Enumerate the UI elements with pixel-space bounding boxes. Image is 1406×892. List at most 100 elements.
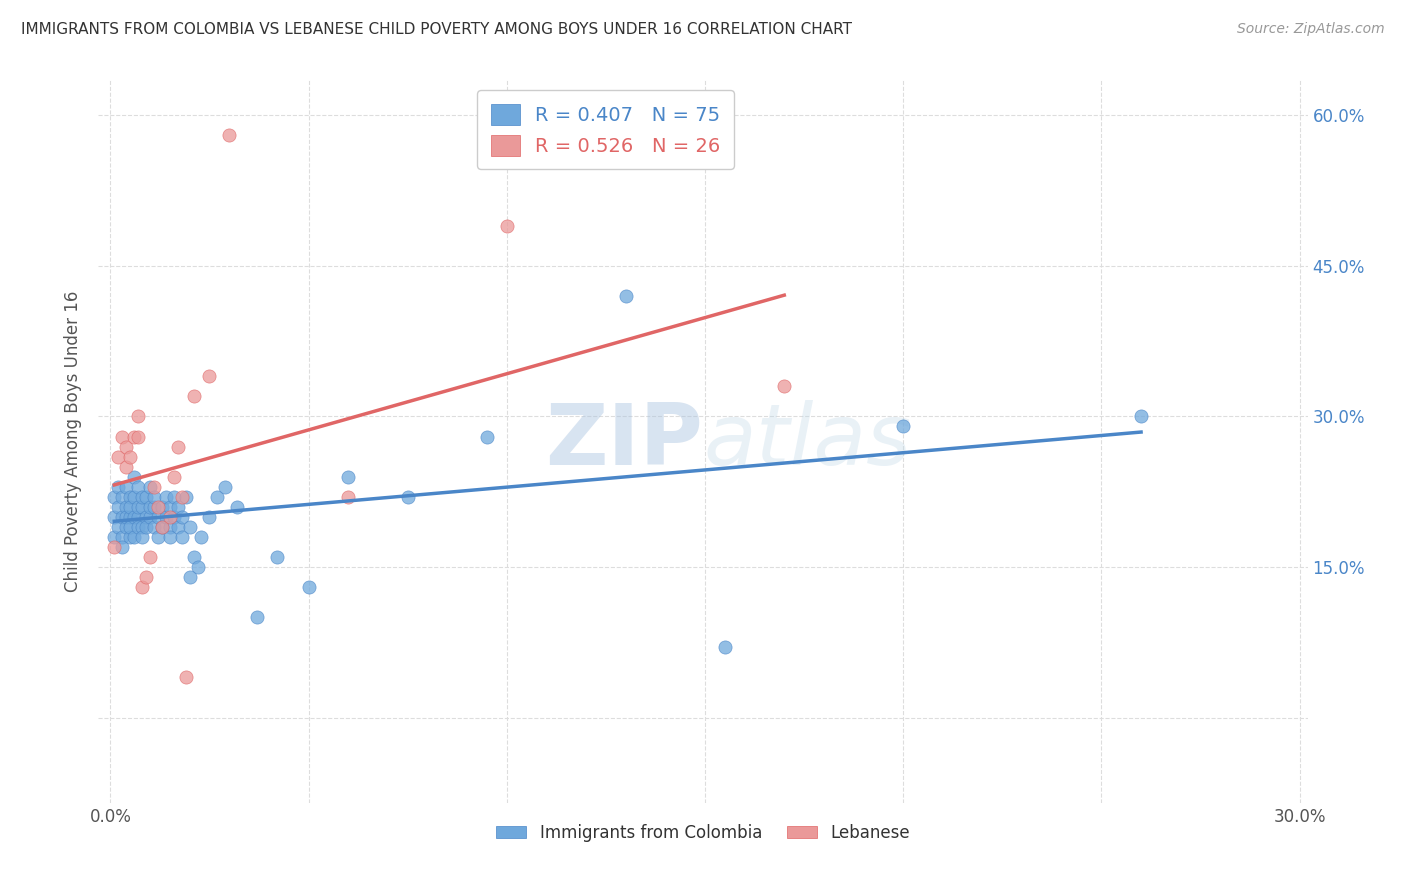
Text: atlas: atlas	[703, 400, 911, 483]
Point	[773, 379, 796, 393]
Point	[155, 490, 177, 504]
Point	[127, 429, 149, 443]
Point	[111, 530, 134, 544]
Point	[115, 440, 138, 454]
Point	[179, 520, 201, 534]
Point	[131, 580, 153, 594]
Point	[142, 490, 165, 504]
Point	[396, 490, 419, 504]
Legend: Immigrants from Colombia, Lebanese: Immigrants from Colombia, Lebanese	[489, 817, 917, 848]
Point	[155, 509, 177, 524]
Point	[159, 530, 181, 544]
Point	[170, 509, 193, 524]
Point	[337, 490, 360, 504]
Point	[107, 450, 129, 464]
Point	[214, 480, 236, 494]
Point	[1130, 409, 1153, 424]
Point	[120, 500, 142, 514]
Point	[166, 440, 188, 454]
Point	[122, 530, 145, 544]
Point	[150, 520, 173, 534]
Point	[135, 570, 157, 584]
Point	[127, 520, 149, 534]
Point	[115, 520, 138, 534]
Point	[111, 490, 134, 504]
Point	[115, 509, 138, 524]
Point	[131, 530, 153, 544]
Point	[127, 500, 149, 514]
Point	[103, 509, 125, 524]
Point	[159, 509, 181, 524]
Point	[891, 419, 914, 434]
Point	[135, 509, 157, 524]
Point	[150, 500, 173, 514]
Point	[111, 429, 134, 443]
Point	[170, 530, 193, 544]
Point	[146, 509, 169, 524]
Text: ZIP: ZIP	[546, 400, 703, 483]
Point	[166, 520, 188, 534]
Point	[139, 509, 162, 524]
Point	[266, 549, 288, 564]
Point	[131, 490, 153, 504]
Point	[127, 409, 149, 424]
Point	[186, 560, 208, 574]
Point	[170, 490, 193, 504]
Point	[120, 520, 142, 534]
Text: IMMIGRANTS FROM COLOMBIA VS LEBANESE CHILD POVERTY AMONG BOYS UNDER 16 CORRELATI: IMMIGRANTS FROM COLOMBIA VS LEBANESE CHI…	[21, 22, 852, 37]
Point	[107, 480, 129, 494]
Point	[120, 530, 142, 544]
Point	[122, 490, 145, 504]
Point	[159, 520, 181, 534]
Point	[142, 480, 165, 494]
Point	[135, 520, 157, 534]
Point	[174, 670, 197, 684]
Point	[142, 500, 165, 514]
Point	[111, 540, 134, 554]
Point	[107, 520, 129, 534]
Point	[614, 289, 637, 303]
Point	[122, 509, 145, 524]
Point	[146, 500, 169, 514]
Point	[135, 490, 157, 504]
Point	[246, 610, 269, 624]
Point	[495, 219, 517, 233]
Point	[159, 500, 181, 514]
Point	[107, 500, 129, 514]
Point	[127, 509, 149, 524]
Point	[714, 640, 737, 655]
Point	[131, 520, 153, 534]
Point	[122, 469, 145, 483]
Y-axis label: Child Poverty Among Boys Under 16: Child Poverty Among Boys Under 16	[65, 291, 83, 592]
Point	[131, 500, 153, 514]
Point	[207, 490, 229, 504]
Point	[166, 500, 188, 514]
Point	[163, 469, 186, 483]
Point	[297, 580, 319, 594]
Point	[139, 549, 162, 564]
Point	[198, 509, 221, 524]
Point	[103, 490, 125, 504]
Point	[163, 490, 186, 504]
Point	[183, 549, 205, 564]
Point	[475, 429, 498, 443]
Point	[163, 509, 186, 524]
Point	[120, 450, 142, 464]
Point	[103, 540, 125, 554]
Text: Source: ZipAtlas.com: Source: ZipAtlas.com	[1237, 22, 1385, 37]
Point	[150, 520, 173, 534]
Point	[218, 128, 240, 143]
Point	[183, 389, 205, 403]
Point	[198, 369, 221, 384]
Point	[120, 509, 142, 524]
Point	[146, 530, 169, 544]
Point	[120, 490, 142, 504]
Point	[190, 530, 212, 544]
Point	[174, 490, 197, 504]
Point	[115, 480, 138, 494]
Point	[179, 570, 201, 584]
Point	[111, 509, 134, 524]
Point	[115, 500, 138, 514]
Point	[226, 500, 249, 514]
Point	[337, 469, 360, 483]
